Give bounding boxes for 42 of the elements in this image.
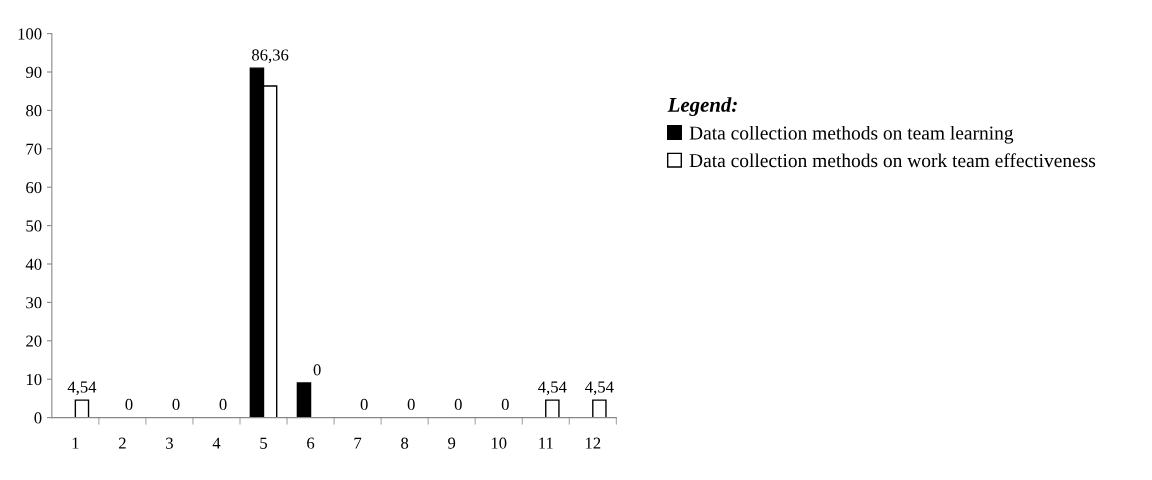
- legend-label: Data collection methods on team learning: [689, 125, 1014, 144]
- legend-title: Legend:: [667, 97, 737, 117]
- x-tick-label: 4: [212, 437, 221, 449]
- x-tick-label: 9: [448, 437, 456, 449]
- data-label: 0: [407, 398, 415, 411]
- bar: [296, 382, 312, 418]
- data-label: 4,54: [67, 381, 97, 396]
- data-label: 4,54: [585, 381, 614, 396]
- y-tick-label: 100: [18, 28, 42, 40]
- y-tick-label: 0: [34, 412, 42, 424]
- legend-label: Data collection methods on work team effectiveness: [689, 153, 1096, 168]
- data-label: 0: [172, 398, 180, 411]
- data-label: 0: [360, 398, 368, 411]
- y-tick-label: 60: [26, 181, 42, 194]
- y-tick-label: 50: [26, 220, 42, 232]
- x-tick-label: 12: [585, 437, 601, 449]
- x-tick-label: 3: [166, 437, 173, 449]
- data-label: 4,54: [538, 381, 567, 396]
- x-tick-label: 7: [354, 437, 362, 449]
- x-tick-label: 1: [72, 437, 79, 449]
- bar: [74, 399, 90, 418]
- bar: [545, 399, 560, 418]
- x-tick-label: 5: [260, 437, 268, 449]
- x-tick-label: 8: [401, 437, 409, 449]
- data-label: 0: [313, 364, 321, 376]
- y-tick-label: 20: [26, 335, 42, 347]
- x-tick-label: 11: [539, 437, 553, 449]
- data-label: 86,36: [251, 49, 289, 64]
- y-tick-label: 80: [26, 105, 42, 117]
- y-tick-label: 30: [26, 297, 42, 309]
- data-label: 0: [454, 398, 462, 411]
- x-tick-label: 10: [491, 437, 507, 449]
- data-label: 0: [125, 398, 133, 411]
- bar: [592, 399, 607, 418]
- y-tick-label: 70: [26, 143, 42, 155]
- data-label: 0: [219, 398, 227, 411]
- y-tick-label: 40: [25, 258, 42, 270]
- x-tick-label: 2: [118, 437, 126, 449]
- y-tick-label: 90: [25, 66, 42, 78]
- data-label: 0: [501, 398, 509, 411]
- y-tick-label: 10: [26, 373, 42, 386]
- x-tick-label: 6: [307, 437, 315, 449]
